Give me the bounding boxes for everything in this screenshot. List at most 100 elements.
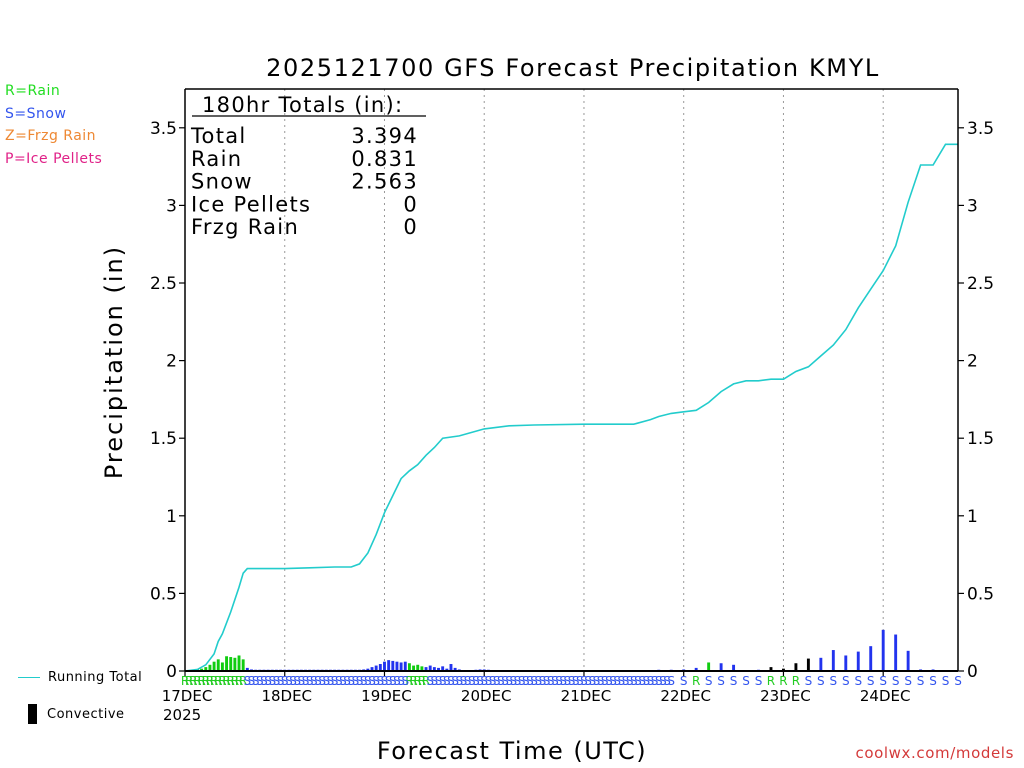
day-gridlines (284, 89, 884, 671)
rain-marker: R (418, 674, 426, 688)
snow-marker: S (472, 674, 480, 688)
snow-marker: S (339, 674, 347, 688)
snow-marker: S (455, 674, 463, 688)
rain-marker: R (222, 674, 230, 688)
y-tick-label-left: 2 (166, 352, 177, 372)
snow-marker: S (593, 674, 601, 688)
totals-label: Frzg Rain (191, 215, 299, 239)
snow-marker: S (622, 674, 630, 688)
snow-marker: S (476, 674, 484, 688)
snow-marker: S (510, 674, 518, 688)
precip-bar (212, 661, 216, 671)
chart-title: 2025121700 GFS Forecast Precipitation KM… (266, 54, 880, 82)
legend-rain: R=Rain (5, 83, 61, 99)
rain-marker: R (409, 674, 417, 688)
snow-marker: S (638, 674, 646, 688)
snow-marker: S (322, 674, 330, 688)
snow-marker: S (464, 674, 472, 688)
snow-marker: S (480, 674, 488, 688)
snow-marker: S (534, 674, 542, 688)
snow-marker: S (293, 674, 301, 688)
snow-marker: S (854, 674, 862, 688)
snow-marker: S (626, 674, 634, 688)
snow-marker: S (435, 674, 443, 688)
snow-marker: S (817, 674, 825, 688)
snow-marker: S (314, 674, 322, 688)
snow-marker: S (372, 674, 380, 688)
snow-marker: S (630, 674, 638, 688)
x-tick-label: 22DEC (660, 687, 711, 705)
snow-marker: S (680, 674, 688, 688)
precip-bar (403, 661, 407, 671)
precip-bar (237, 655, 241, 671)
rain-marker: R (692, 674, 700, 688)
legend-running-total: Running Total (18, 670, 142, 685)
snow-marker: S (601, 674, 609, 688)
snow-marker: S (526, 674, 534, 688)
legend-snow: S=Snow (5, 105, 67, 122)
snow-marker: S (588, 674, 596, 688)
precip-bar (769, 667, 773, 671)
snow-marker: S (651, 674, 659, 688)
snow-marker: S (942, 674, 950, 688)
snow-marker: S (460, 674, 468, 688)
legend-convective-label: Convective (47, 706, 125, 722)
snow-marker: S (551, 674, 559, 688)
x-tick-label: 17DEC (162, 687, 213, 705)
rain-marker: R (189, 674, 197, 688)
rain-marker: R (422, 674, 430, 688)
snow-marker: S (497, 674, 505, 688)
rain-marker: R (193, 674, 201, 688)
snow-marker: S (518, 674, 526, 688)
precip-bar (366, 668, 370, 671)
snow-marker: S (642, 674, 650, 688)
snow-marker: S (331, 674, 339, 688)
snow-marker: S (443, 674, 451, 688)
credit-link[interactable]: coolwx.com/models (855, 744, 1014, 762)
snow-marker: S (248, 674, 256, 688)
snow-marker: S (609, 674, 617, 688)
totals-value: 0 (403, 192, 418, 216)
legend-running-total-label: Running Total (48, 670, 143, 685)
snow-marker: S (397, 674, 405, 688)
precip-bar (241, 659, 245, 671)
snow-marker: S (580, 674, 588, 688)
rain-marker: R (414, 674, 422, 688)
y-tick-label-right: 2 (967, 352, 978, 372)
rain-marker: R (239, 674, 247, 688)
snow-marker: S (717, 674, 725, 688)
precip-bar (370, 667, 374, 671)
precip-bar (449, 664, 453, 671)
snow-marker: S (352, 674, 360, 688)
snow-marker: S (904, 674, 912, 688)
precip-bar (794, 663, 798, 671)
y-tick-label-left: 3.5 (150, 119, 177, 139)
precip-bar (208, 664, 212, 671)
snow-marker: S (273, 674, 281, 688)
y-tick-label-right: 3 (967, 196, 978, 216)
rain-marker: R (185, 674, 193, 688)
snow-marker: S (289, 674, 297, 688)
precip-bar (416, 664, 420, 671)
totals-value: 0 (403, 215, 418, 239)
snow-marker: S (347, 674, 355, 688)
precip-bar (707, 662, 711, 671)
rain-marker: R (405, 674, 413, 688)
snow-marker: S (555, 674, 563, 688)
precip-bar (437, 667, 440, 671)
precip-bar (806, 658, 810, 671)
totals-value: 3.394 (351, 124, 418, 148)
x-tick-label: 20DEC (461, 687, 512, 705)
precip-bar (204, 667, 208, 671)
totals-label: Snow (191, 170, 253, 194)
rain-marker: R (767, 674, 775, 688)
rain-marker: R (206, 674, 214, 688)
precip-bar (374, 665, 378, 671)
snow-marker: S (892, 674, 900, 688)
snow-marker: S (252, 674, 260, 688)
legend-convective: Convective (28, 704, 125, 724)
precip-bar (428, 665, 432, 671)
snow-marker: S (256, 674, 264, 688)
precip-bar (869, 646, 873, 671)
snow-marker: S (310, 674, 318, 688)
